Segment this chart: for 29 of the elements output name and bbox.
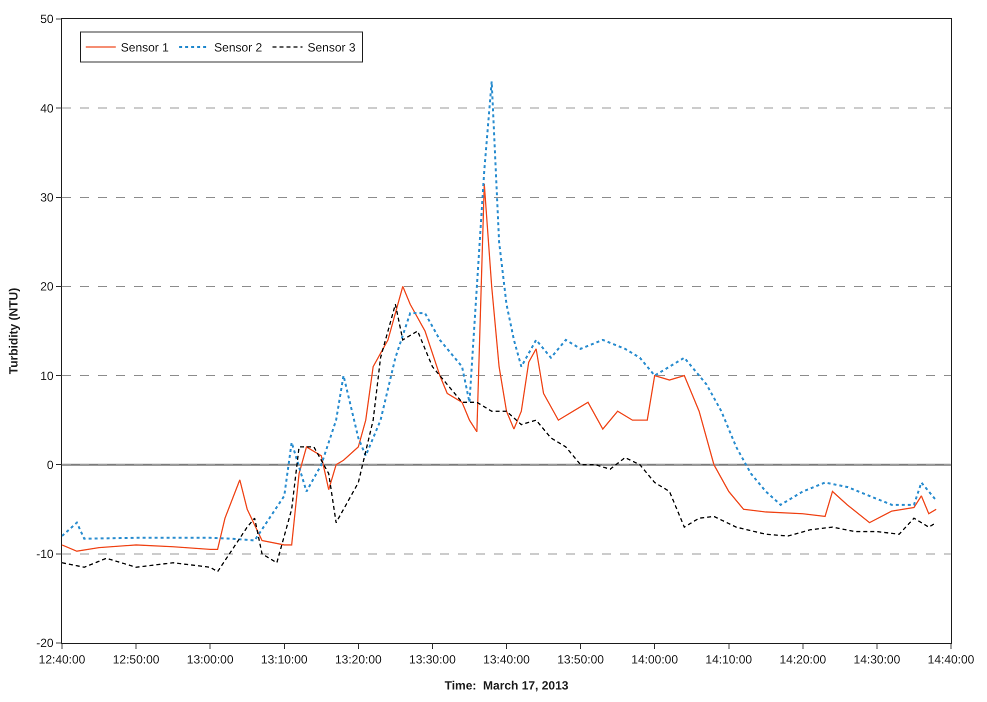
line-series xyxy=(62,80,938,542)
x-tick-label: 14:00:00 xyxy=(631,652,678,666)
x-tick-label: 14:10:00 xyxy=(705,652,752,666)
x-tick-label: 12:50:00 xyxy=(112,652,160,666)
x-tick-label: 13:40:00 xyxy=(483,652,530,666)
y-tick-label: 50 xyxy=(40,12,54,26)
y-axis-title: Turbidity (NTU) xyxy=(6,288,21,374)
x-tick-label: 13:00:00 xyxy=(186,652,234,666)
x-axis-title: Time: March 17, 2013 xyxy=(444,678,569,692)
legend-label: Sensor 1 xyxy=(120,40,170,55)
y-tick-label: 20 xyxy=(40,280,54,294)
legend-label: Sensor 2 xyxy=(214,40,262,55)
y-tick-label: 40 xyxy=(40,101,54,116)
y-tick-label: 10 xyxy=(40,368,54,383)
x-tick-label: 13:20:00 xyxy=(334,652,382,666)
line-series xyxy=(62,183,937,552)
y-tick-label: 0 xyxy=(46,458,54,472)
x-tick-label: 13:50:00 xyxy=(557,652,604,666)
legend-label: Sensor 3 xyxy=(307,40,356,55)
line-series xyxy=(62,304,937,572)
x-tick-label: 14:20:00 xyxy=(779,652,827,666)
x-tick-label: 14:40:00 xyxy=(928,652,975,666)
y-tick-label: 30 xyxy=(40,190,54,204)
x-tick-label: 13:30:00 xyxy=(409,652,456,666)
x-tick-label: 13:10:00 xyxy=(260,652,308,666)
y-tick-label: -10 xyxy=(36,547,54,562)
y-tick-label: -20 xyxy=(36,636,54,650)
x-tick-label: 12:40:00 xyxy=(38,652,86,666)
x-tick-label: 14:30:00 xyxy=(854,652,901,666)
